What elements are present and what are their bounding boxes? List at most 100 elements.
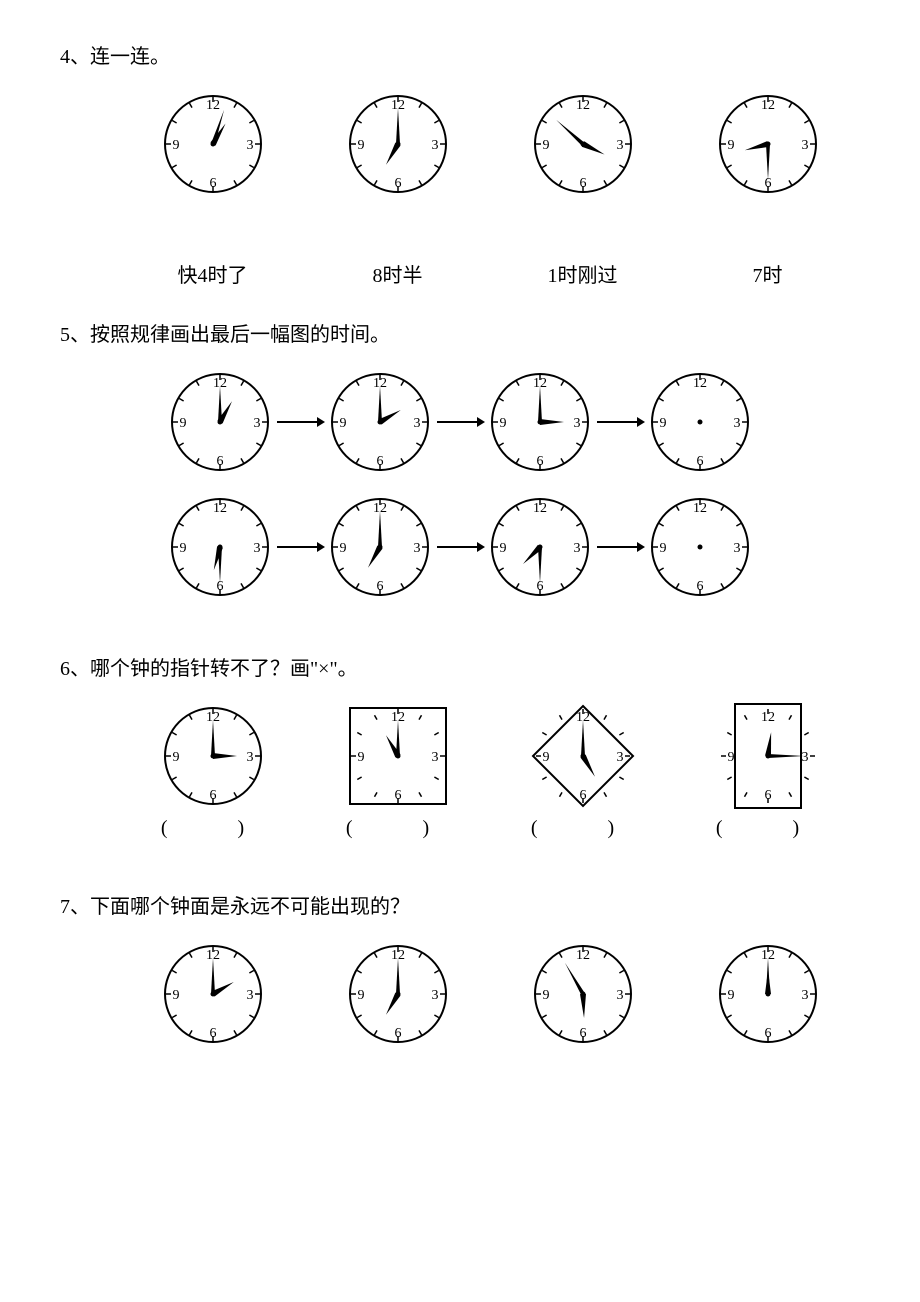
svg-text:6: 6 bbox=[537, 454, 544, 469]
svg-text:12: 12 bbox=[206, 98, 220, 113]
answer-blank: ( ) bbox=[531, 817, 634, 840]
clock-face: 12369 bbox=[343, 939, 453, 1049]
q4-labels: 快4时了8时半1时刚过7时 bbox=[60, 259, 860, 288]
clock-face: 12369 bbox=[713, 939, 823, 1049]
svg-text:3: 3 bbox=[616, 750, 623, 765]
svg-text:3: 3 bbox=[246, 988, 253, 1003]
q7-clocks: 12369123691236912369 bbox=[60, 939, 860, 1049]
clock-face-square: 12369 bbox=[343, 701, 453, 811]
answer-blank: ( ) bbox=[161, 817, 264, 840]
clock-face: 12369 bbox=[325, 492, 435, 602]
svg-text:6: 6 bbox=[377, 579, 384, 594]
q5-title: 5、按照规律画出最后一幅图的时间。 bbox=[60, 318, 860, 347]
q7-title: 7、下面哪个钟面是永远不可能出现的？ bbox=[60, 890, 860, 919]
svg-text:3: 3 bbox=[246, 750, 253, 765]
arrow-icon bbox=[435, 412, 485, 432]
svg-text:9: 9 bbox=[727, 988, 734, 1003]
svg-text:3: 3 bbox=[431, 138, 438, 153]
svg-text:9: 9 bbox=[172, 988, 179, 1003]
arrow-icon bbox=[435, 537, 485, 557]
svg-text:9: 9 bbox=[172, 750, 179, 765]
q5-row1: 12369 12369 12369 12369 bbox=[60, 367, 860, 477]
svg-text:3: 3 bbox=[574, 416, 581, 431]
clock-face-diamond: 12369 bbox=[528, 701, 638, 811]
q4-label: 8时半 bbox=[305, 259, 490, 288]
svg-text:9: 9 bbox=[357, 750, 364, 765]
svg-text:12: 12 bbox=[213, 501, 227, 516]
svg-text:9: 9 bbox=[172, 138, 179, 153]
arrow-icon bbox=[275, 412, 325, 432]
svg-text:12: 12 bbox=[761, 710, 775, 725]
question-5: 5、按照规律画出最后一幅图的时间。 12369 12369 12369 1236… bbox=[60, 318, 860, 602]
svg-text:6: 6 bbox=[394, 788, 401, 803]
q4-clocks: 12369123691236912369 bbox=[60, 89, 860, 199]
arrow-icon bbox=[595, 537, 645, 557]
clock-face: 12369 bbox=[645, 492, 755, 602]
svg-text:9: 9 bbox=[180, 416, 187, 431]
q5-row2: 12369 12369 12369 12369 bbox=[60, 492, 860, 602]
svg-text:9: 9 bbox=[660, 416, 667, 431]
svg-text:3: 3 bbox=[431, 750, 438, 765]
q4-label: 快4时了 bbox=[120, 259, 305, 288]
svg-text:3: 3 bbox=[616, 988, 623, 1003]
svg-text:6: 6 bbox=[764, 788, 771, 803]
question-6: 6、哪个钟的指针转不了？画"×"。 12369( )12369( )12369(… bbox=[60, 652, 860, 840]
answer-blank: ( ) bbox=[716, 817, 819, 840]
arrow-icon bbox=[275, 537, 325, 557]
svg-text:12: 12 bbox=[693, 376, 707, 391]
svg-text:6: 6 bbox=[394, 1026, 401, 1041]
svg-text:6: 6 bbox=[764, 1026, 771, 1041]
q6-clock-cell: 12369( ) bbox=[158, 701, 268, 840]
svg-text:9: 9 bbox=[660, 541, 667, 556]
svg-text:3: 3 bbox=[616, 138, 623, 153]
svg-text:3: 3 bbox=[254, 541, 261, 556]
svg-text:12: 12 bbox=[761, 98, 775, 113]
q4-title: 4、连一连。 bbox=[60, 40, 860, 69]
q4-label: 7时 bbox=[675, 259, 860, 288]
svg-text:9: 9 bbox=[340, 416, 347, 431]
svg-text:6: 6 bbox=[697, 454, 704, 469]
svg-text:9: 9 bbox=[542, 988, 549, 1003]
question-4: 4、连一连。 12369123691236912369 快4时了8时半1时刚过7… bbox=[60, 40, 860, 288]
clock-face-tall_rect: 12369 bbox=[713, 701, 823, 811]
svg-text:6: 6 bbox=[394, 176, 401, 191]
svg-text:3: 3 bbox=[734, 416, 741, 431]
svg-text:6: 6 bbox=[579, 176, 586, 191]
svg-text:3: 3 bbox=[431, 988, 438, 1003]
q6-clocks: 12369( )12369( )12369( )12369( ) bbox=[60, 701, 860, 840]
clock-face: 12369 bbox=[713, 89, 823, 199]
arrow-icon bbox=[595, 412, 645, 432]
clock-face: 12369 bbox=[158, 939, 268, 1049]
clock-face: 12 3 6 9 bbox=[645, 367, 755, 477]
clock-face: 12369 bbox=[325, 367, 435, 477]
svg-text:12: 12 bbox=[693, 501, 707, 516]
svg-text:9: 9 bbox=[500, 541, 507, 556]
svg-text:6: 6 bbox=[209, 788, 216, 803]
clock-face: 12369 bbox=[528, 939, 638, 1049]
clock-face: 12369 bbox=[343, 89, 453, 199]
clock-face: 12369 bbox=[165, 492, 275, 602]
clock-face: 12 3 6 9 bbox=[528, 89, 638, 199]
svg-text:9: 9 bbox=[180, 541, 187, 556]
svg-text:3: 3 bbox=[246, 138, 253, 153]
answer-blank: ( ) bbox=[346, 817, 449, 840]
svg-text:9: 9 bbox=[542, 138, 549, 153]
svg-text:9: 9 bbox=[727, 750, 734, 765]
clock-face: 12369 bbox=[485, 367, 595, 477]
svg-text:12: 12 bbox=[576, 948, 590, 963]
svg-text:6: 6 bbox=[579, 788, 586, 803]
svg-text:9: 9 bbox=[357, 988, 364, 1003]
svg-text:3: 3 bbox=[801, 988, 808, 1003]
q4-label: 1时刚过 bbox=[490, 259, 675, 288]
clock-face: 12369 bbox=[165, 367, 275, 477]
svg-text:6: 6 bbox=[209, 176, 216, 191]
svg-text:12: 12 bbox=[576, 98, 590, 113]
svg-text:9: 9 bbox=[500, 416, 507, 431]
svg-text:3: 3 bbox=[574, 541, 581, 556]
svg-text:9: 9 bbox=[340, 541, 347, 556]
svg-text:9: 9 bbox=[727, 138, 734, 153]
svg-text:3: 3 bbox=[801, 138, 808, 153]
q6-clock-cell: 12369( ) bbox=[343, 701, 453, 840]
svg-text:12: 12 bbox=[533, 501, 547, 516]
q6-title: 6、哪个钟的指针转不了？画"×"。 bbox=[60, 652, 860, 681]
